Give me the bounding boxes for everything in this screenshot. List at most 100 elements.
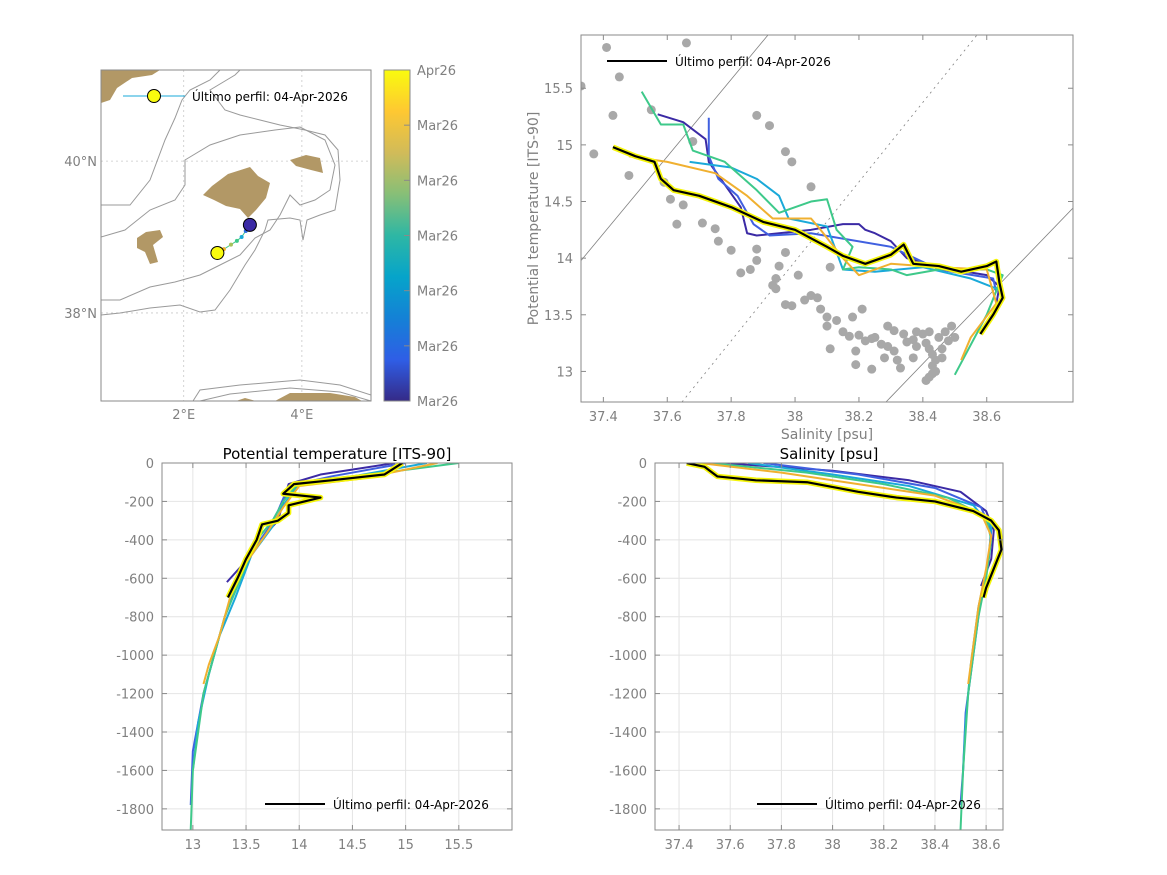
x-tick-label: 38.6	[972, 410, 1001, 425]
x-axis-label: Salinity [psu]	[781, 427, 873, 443]
climatology-point	[947, 321, 957, 331]
float-track	[210, 217, 257, 260]
climatology-point	[614, 72, 624, 82]
y-tick-label: 15.5	[544, 82, 573, 97]
y-tick-label: -1000	[116, 649, 154, 664]
climatology-point	[895, 363, 905, 373]
colorbar-tick-label: Mar26	[417, 230, 458, 245]
profile-2-line	[189, 463, 406, 806]
legend-marker	[147, 89, 161, 103]
track-point	[228, 242, 233, 247]
y-tick-label: -1000	[609, 649, 647, 664]
isobath-contour	[101, 126, 336, 301]
first-position-marker	[242, 217, 257, 232]
climatology-point	[937, 353, 947, 363]
legend: Último perfil: 04-Apr-2026	[607, 54, 831, 69]
lat-tick-label: 38°N	[64, 307, 97, 322]
climatology-point	[774, 261, 784, 271]
latest-profile-halo	[225, 463, 404, 599]
y-tick-label: -800	[124, 611, 154, 626]
track-point	[239, 235, 244, 240]
y-tick-label: 14.5	[544, 196, 573, 211]
climatology-point	[710, 224, 720, 234]
map-frame	[100, 69, 372, 402]
profile-4-line	[189, 463, 459, 830]
climatology-point	[848, 312, 858, 322]
climatology-point	[870, 332, 880, 342]
climatology-point	[851, 360, 861, 370]
climatology-point	[883, 341, 893, 351]
y-tick-label: -1800	[116, 803, 154, 818]
ts-diagram-panel: 37.4 37.6 37.8 38 38.2 38.4 38.6 13 13.5 14 14.5 15…	[526, 34, 1074, 443]
climatology-point	[752, 244, 762, 254]
y-tick-label: -1200	[116, 688, 154, 703]
climatology-point	[780, 247, 790, 257]
legend-label: Último perfil: 04-Apr-2026	[675, 54, 831, 69]
map-legend-label: Último perfil: 04-Apr-2026	[192, 89, 348, 104]
climatology-point	[726, 245, 736, 255]
x-tick-label: 15.5	[444, 838, 473, 853]
climatology-point	[713, 236, 723, 246]
climatology-point	[825, 262, 835, 272]
isobath-contour	[199, 387, 371, 401]
plot-area	[655, 463, 1003, 830]
map-tick-labels: 2°E 4°E 38°N 40°N	[64, 155, 313, 423]
climatology-point	[752, 255, 762, 265]
latest-profile-line	[226, 463, 404, 598]
climatology-point	[736, 268, 746, 278]
climatology-point	[940, 327, 950, 337]
colorbar-tick-label: Mar26	[417, 285, 458, 300]
x-tick-label: 38.4	[908, 410, 937, 425]
climatology-point	[787, 301, 797, 311]
x-tick-label: 13	[185, 838, 202, 853]
x-tick-label: 38.2	[869, 838, 898, 853]
y-tick-label: -600	[617, 572, 647, 587]
climatology-point	[937, 344, 947, 354]
climatology-point	[908, 353, 918, 363]
climatology-point	[857, 304, 867, 314]
plot-area	[162, 463, 512, 830]
climatology-point	[771, 274, 781, 284]
climatology-point	[844, 331, 854, 341]
legend-label: Último perfil: 04-Apr-2026	[333, 797, 489, 812]
climatology-point	[672, 219, 682, 229]
track-point	[234, 238, 239, 243]
climatology-point	[793, 270, 803, 280]
y-axis-label: Potential temperature [ITS-90]	[526, 112, 542, 326]
climatology-point	[602, 42, 612, 52]
salinity-profile-panel: 37.4 37.6 37.8 38 38.2 38.4 38.6 0 -200 -400 -600 -…	[609, 445, 1004, 853]
x-tick-label: 37.6	[716, 838, 745, 853]
x-tick-label: 38.6	[972, 838, 1001, 853]
y-tick-label: -800	[617, 611, 647, 626]
latest-profile-line	[686, 463, 1003, 598]
climatology-point	[950, 332, 960, 342]
y-tick-label: -1600	[609, 764, 647, 779]
legend-label: Último perfil: 04-Apr-2026	[825, 797, 981, 812]
climatology-point	[800, 295, 810, 305]
climatology-point	[892, 355, 902, 365]
climatology-point	[787, 157, 797, 167]
climatology-point	[899, 329, 909, 339]
latest-profile-halo	[686, 463, 1003, 599]
climatology-point	[816, 304, 826, 314]
x-tick-label: 38	[824, 838, 841, 853]
climatology-point	[745, 264, 755, 274]
lon-tick-label: 4°E	[290, 408, 313, 423]
climatology-point	[608, 110, 618, 120]
x-tick-label: 38.2	[844, 410, 873, 425]
isobath-contour	[101, 70, 221, 206]
y-tick-label: -400	[124, 534, 154, 549]
x-tick-label: 37.8	[767, 838, 796, 853]
x-tick-label: 14.5	[338, 838, 367, 853]
climatology-point	[889, 346, 899, 356]
climatology-point	[771, 284, 781, 294]
climatology-point	[764, 121, 774, 131]
temperature-profile-panel: 13 13.5 14 14.5 15 15.5 0 -200 -400 -600 -800 -1000…	[116, 445, 513, 853]
climatology-point	[883, 321, 893, 331]
climatology-point	[822, 321, 832, 331]
chart-title: Salinity [psu]	[780, 445, 879, 463]
lon-tick-label: 2°E	[172, 408, 195, 423]
climatology-point	[697, 218, 707, 228]
climatology-point	[825, 344, 835, 354]
isopycnal-line	[681, 35, 978, 402]
